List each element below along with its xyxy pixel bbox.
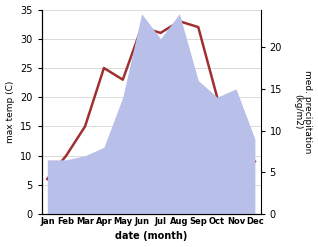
Y-axis label: med. precipitation
(kg/m2): med. precipitation (kg/m2): [293, 70, 313, 154]
X-axis label: date (month): date (month): [115, 231, 187, 242]
Y-axis label: max temp (C): max temp (C): [5, 81, 15, 143]
